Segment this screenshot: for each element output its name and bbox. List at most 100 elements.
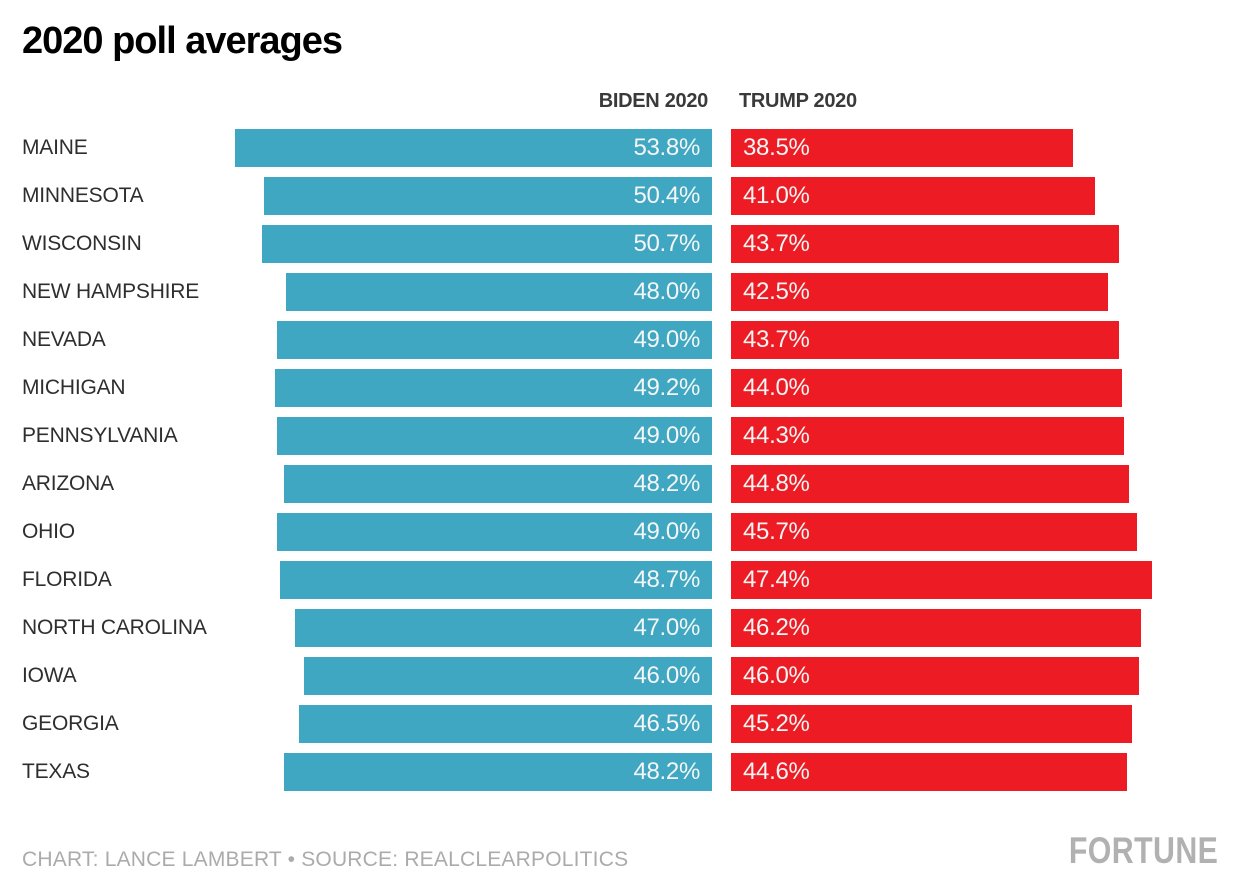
table-row: NORTH CAROLINA 47.0% 46.2%: [22, 608, 1218, 647]
biden-bar-zone: 46.5%: [235, 704, 712, 743]
biden-bar-zone: 48.7%: [235, 560, 712, 599]
column-gap: [712, 177, 731, 215]
footer: CHART: LANCE LAMBERT • SOURCE: REALCLEAR…: [22, 830, 1218, 872]
trump-bar-zone: 47.4%: [731, 560, 1218, 599]
table-row: NEVADA 49.0% 43.7%: [22, 320, 1218, 359]
biden-bar: 49.0%: [277, 416, 712, 455]
trump-bar: 42.5%: [731, 272, 1108, 311]
biden-bar-zone: 53.8%: [235, 128, 712, 167]
column-header-biden: BIDEN 2020: [598, 89, 709, 112]
table-row: NEW HAMPSHIRE 48.0% 42.5%: [22, 272, 1218, 311]
biden-bar-zone: 49.0%: [235, 512, 712, 551]
trump-bar-zone: 38.5%: [731, 128, 1218, 167]
state-label: PENNSYLVANIA: [22, 423, 178, 447]
state-label: FLORIDA: [22, 567, 112, 591]
trump-bar: 44.6%: [731, 752, 1127, 791]
trump-bar: 46.2%: [731, 608, 1141, 647]
trump-bar-zone: 43.7%: [731, 320, 1218, 359]
state-label: NORTH CAROLINA: [22, 615, 207, 639]
biden-bar: 46.0%: [304, 656, 712, 695]
biden-value-label: 50.4%: [633, 181, 700, 209]
column-gap: [712, 513, 731, 551]
trump-bar-zone: 44.0%: [731, 368, 1218, 407]
trump-bar-zone: 44.6%: [731, 752, 1218, 791]
trump-value-label: 43.7%: [743, 325, 810, 353]
trump-bar: 43.7%: [731, 224, 1119, 263]
biden-value-label: 48.7%: [633, 565, 700, 593]
column-gap: [712, 753, 731, 791]
trump-bar: 38.5%: [731, 128, 1073, 167]
biden-bar: 50.4%: [264, 176, 712, 215]
trump-bar: 47.4%: [731, 560, 1152, 599]
state-label: MINNESOTA: [22, 183, 144, 207]
biden-bar: 49.2%: [275, 368, 712, 407]
table-row: GEORGIA 46.5% 45.2%: [22, 704, 1218, 743]
biden-bar-zone: 49.0%: [235, 416, 712, 455]
trump-bar: 44.0%: [731, 368, 1122, 407]
column-gap: [712, 273, 731, 311]
biden-value-label: 50.7%: [633, 229, 700, 257]
biden-bar: 49.0%: [277, 320, 712, 359]
trump-bar-zone: 46.2%: [731, 608, 1218, 647]
column-gap: [712, 561, 731, 599]
fortune-logo: FORTUNE: [1068, 830, 1218, 871]
table-row: MAINE 53.8% 38.5%: [22, 128, 1218, 167]
table-row: PENNSYLVANIA 49.0% 44.3%: [22, 416, 1218, 455]
table-row: WISCONSIN 50.7% 43.7%: [22, 224, 1218, 263]
biden-value-label: 47.0%: [633, 613, 700, 641]
trump-bar: 46.0%: [731, 656, 1139, 695]
trump-bar-zone: 44.8%: [731, 464, 1218, 503]
trump-value-label: 42.5%: [743, 277, 810, 305]
trump-value-label: 38.5%: [743, 133, 810, 161]
state-label: NEW HAMPSHIRE: [22, 279, 200, 303]
state-label: MAINE: [22, 135, 88, 159]
state-label: MICHIGAN: [22, 375, 126, 399]
biden-bar-zone: 48.2%: [235, 464, 712, 503]
trump-value-label: 46.0%: [743, 661, 810, 689]
biden-bar-zone: 50.7%: [235, 224, 712, 263]
trump-value-label: 45.7%: [743, 517, 810, 545]
credit-line: CHART: LANCE LAMBERT • SOURCE: REALCLEAR…: [22, 848, 629, 871]
trump-bar-zone: 44.3%: [731, 416, 1218, 455]
biden-bar: 48.7%: [280, 560, 712, 599]
column-gap: [712, 225, 731, 263]
chart-container: 2020 poll averages BIDEN 2020 TRUMP 2020…: [22, 20, 1218, 791]
biden-bar-zone: 47.0%: [235, 608, 712, 647]
biden-bar: 46.5%: [299, 704, 712, 743]
table-row: TEXAS 48.2% 44.6%: [22, 752, 1218, 791]
biden-value-label: 53.8%: [633, 133, 700, 161]
trump-bar: 41.0%: [731, 176, 1095, 215]
table-row: OHIO 49.0% 45.7%: [22, 512, 1218, 551]
biden-bar: 53.8%: [235, 128, 712, 167]
column-headers: BIDEN 2020 TRUMP 2020: [22, 89, 1218, 113]
trump-bar: 43.7%: [731, 320, 1119, 359]
biden-value-label: 49.0%: [633, 421, 700, 449]
biden-bar: 48.2%: [284, 752, 712, 791]
state-label: OHIO: [22, 519, 75, 543]
biden-bar: 50.7%: [262, 224, 712, 263]
biden-value-label: 46.5%: [633, 709, 700, 737]
column-gap: [712, 129, 731, 167]
column-gap: [712, 417, 731, 455]
state-label: GEORGIA: [22, 711, 119, 735]
biden-value-label: 46.0%: [633, 661, 700, 689]
trump-bar-zone: 41.0%: [731, 176, 1218, 215]
column-gap: [712, 369, 731, 407]
biden-value-label: 49.0%: [633, 325, 700, 353]
trump-bar-zone: 45.7%: [731, 512, 1218, 551]
trump-bar-zone: 45.2%: [731, 704, 1218, 743]
biden-bar: 48.2%: [284, 464, 712, 503]
state-label: TEXAS: [22, 759, 90, 783]
trump-value-label: 47.4%: [743, 565, 810, 593]
biden-bar: 49.0%: [277, 512, 712, 551]
state-label: WISCONSIN: [22, 231, 142, 255]
chart-title: 2020 poll averages: [22, 20, 343, 62]
biden-bar-zone: 48.0%: [235, 272, 712, 311]
biden-value-label: 48.2%: [633, 757, 700, 785]
state-label: IOWA: [22, 663, 77, 687]
trump-value-label: 45.2%: [743, 709, 810, 737]
biden-bar-zone: 46.0%: [235, 656, 712, 695]
trump-value-label: 44.8%: [743, 469, 810, 497]
table-row: FLORIDA 48.7% 47.4%: [22, 560, 1218, 599]
biden-value-label: 49.0%: [633, 517, 700, 545]
